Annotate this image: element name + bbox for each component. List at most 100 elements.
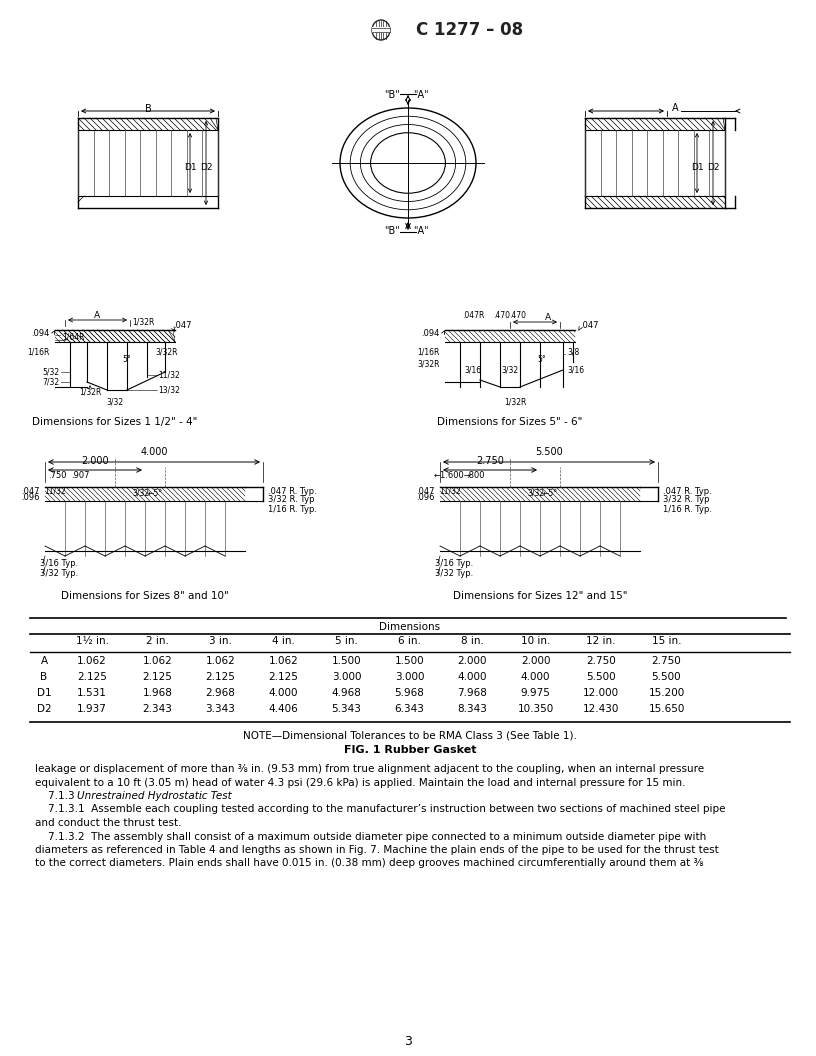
Text: 5°: 5° (538, 356, 547, 364)
Text: 3.000: 3.000 (395, 672, 424, 682)
Text: A: A (41, 656, 47, 666)
Text: 2.343: 2.343 (143, 704, 172, 714)
Text: 15.650: 15.650 (649, 704, 685, 714)
Text: 4.000: 4.000 (521, 672, 550, 682)
Text: 11/32: 11/32 (439, 487, 461, 495)
Text: 5.500: 5.500 (652, 672, 681, 682)
Text: 2.750: 2.750 (652, 656, 681, 666)
Text: .907: .907 (71, 471, 89, 480)
Text: D2: D2 (707, 164, 719, 172)
Text: 1/16 R. Typ.: 1/16 R. Typ. (663, 505, 712, 513)
Text: 1/16R: 1/16R (28, 347, 50, 357)
Text: 5.343: 5.343 (331, 704, 361, 714)
Text: 3/32 R. Typ: 3/32 R. Typ (663, 494, 709, 504)
Text: D1: D1 (690, 164, 703, 172)
Text: A: A (545, 314, 551, 322)
Text: and conduct the thrust test.: and conduct the thrust test. (35, 818, 181, 828)
Text: ←1.600→: ←1.600→ (433, 471, 471, 480)
Text: 3/32 Typ.: 3/32 Typ. (40, 569, 78, 579)
Text: 1/16R: 1/16R (418, 347, 440, 357)
Text: "B": "B" (384, 90, 400, 100)
Text: D1: D1 (184, 164, 197, 172)
Text: 4 in.: 4 in. (272, 636, 295, 646)
Text: 1.062: 1.062 (206, 656, 235, 666)
Text: 1½ in.: 1½ in. (76, 636, 109, 646)
Text: 1/32R: 1/32R (503, 397, 526, 407)
Text: Dimensions for Sizes 1 1/2" - 4": Dimensions for Sizes 1 1/2" - 4" (33, 417, 197, 427)
Text: 7.968: 7.968 (458, 689, 487, 698)
Text: 2.968: 2.968 (206, 689, 236, 698)
Text: 3/32: 3/32 (106, 397, 123, 407)
Text: 1.531: 1.531 (77, 689, 107, 698)
Text: ←5°: ←5° (148, 489, 162, 497)
Text: 1.062: 1.062 (78, 656, 107, 666)
Text: 6 in.: 6 in. (398, 636, 421, 646)
Text: .047 R. Typ.: .047 R. Typ. (268, 487, 317, 495)
Text: Dimensions: Dimensions (379, 622, 441, 631)
Text: 4.968: 4.968 (331, 689, 361, 698)
Text: B: B (144, 103, 152, 114)
Text: D2: D2 (200, 164, 212, 172)
Text: 3/16 Typ.: 3/16 Typ. (40, 559, 78, 567)
Text: FIG. 1 Rubber Gasket: FIG. 1 Rubber Gasket (344, 744, 477, 755)
Text: 1/32R: 1/32R (79, 388, 101, 396)
Text: .094: .094 (32, 329, 50, 339)
Text: 1/32R: 1/32R (132, 318, 154, 326)
Text: 4.000: 4.000 (140, 447, 168, 457)
Text: 3/32: 3/32 (527, 489, 544, 497)
Text: Unrestrained Hydrostatic Test: Unrestrained Hydrostatic Test (77, 791, 232, 802)
Text: .096: .096 (21, 493, 40, 503)
Text: 2.125: 2.125 (206, 672, 236, 682)
Text: 8.343: 8.343 (458, 704, 487, 714)
Text: Dimensions for Sizes 12" and 15": Dimensions for Sizes 12" and 15" (453, 591, 628, 601)
Text: .047 R. Typ.: .047 R. Typ. (663, 487, 712, 495)
Text: 1.968: 1.968 (143, 689, 172, 698)
Text: 3/16 Typ.: 3/16 Typ. (435, 559, 473, 567)
Text: 15 in.: 15 in. (652, 636, 681, 646)
Text: 1/16 R. Typ.: 1/16 R. Typ. (268, 505, 317, 513)
Text: diameters as referenced in Table 4 and lengths as shown in Fig. 7. Machine the p: diameters as referenced in Table 4 and l… (35, 845, 719, 855)
Text: D1: D1 (37, 689, 51, 698)
Text: 2.750: 2.750 (476, 456, 504, 466)
Text: .047: .047 (173, 321, 192, 329)
Text: 5/32: 5/32 (42, 367, 59, 377)
Text: NOTE—Dimensional Tolerances to be RMA Class 3 (See Table 1).: NOTE—Dimensional Tolerances to be RMA Cl… (243, 730, 577, 740)
Text: 3/32 Typ.: 3/32 Typ. (435, 569, 473, 579)
Text: D2: D2 (37, 704, 51, 714)
FancyBboxPatch shape (372, 27, 390, 33)
Text: 3/32 R. Typ: 3/32 R. Typ (268, 494, 314, 504)
Text: 3.343: 3.343 (206, 704, 236, 714)
Text: leakage or displacement of more than ⅜ in. (9.53 mm) from true alignment adjacen: leakage or displacement of more than ⅜ i… (35, 763, 704, 774)
Text: .750: .750 (48, 471, 66, 480)
Text: 2.000: 2.000 (458, 656, 487, 666)
Text: "B": "B" (384, 226, 400, 235)
Text: 10.350: 10.350 (517, 704, 553, 714)
Text: 2.125: 2.125 (143, 672, 172, 682)
Text: 3/16: 3/16 (567, 365, 584, 375)
Text: 13/32: 13/32 (158, 385, 180, 395)
Text: 4.406: 4.406 (268, 704, 299, 714)
Text: B: B (41, 672, 47, 682)
Text: 3: 3 (404, 1035, 412, 1048)
Text: :: : (199, 791, 202, 802)
Text: 2.125: 2.125 (268, 672, 299, 682)
Text: 7.1.3.1  Assemble each coupling tested according to the manufacturer’s instructi: 7.1.3.1 Assemble each coupling tested ac… (35, 805, 725, 814)
Text: "A": "A" (413, 226, 428, 235)
Text: equivalent to a 10 ft (3.05 m) head of water 4.3 psi (29.6 kPa) is applied. Main: equivalent to a 10 ft (3.05 m) head of w… (35, 777, 685, 788)
Text: 5.968: 5.968 (395, 689, 424, 698)
Text: 3/32R: 3/32R (418, 359, 440, 369)
Text: 2.000: 2.000 (521, 656, 550, 666)
Text: 3/32R: 3/32R (155, 347, 178, 357)
Text: Dimensions for Sizes 8" and 10": Dimensions for Sizes 8" and 10" (61, 591, 228, 601)
Text: 7.1.3.2  The assembly shall consist of a maximum outside diameter pipe connected: 7.1.3.2 The assembly shall consist of a … (35, 831, 707, 842)
Text: 3.000: 3.000 (332, 672, 361, 682)
Text: 12 in.: 12 in. (586, 636, 616, 646)
Text: 1.062: 1.062 (268, 656, 299, 666)
Text: 15.200: 15.200 (649, 689, 685, 698)
Text: 11/32: 11/32 (158, 371, 180, 379)
Text: 12.430: 12.430 (583, 704, 619, 714)
Text: Dimensions for Sizes 5" - 6": Dimensions for Sizes 5" - 6" (437, 417, 583, 427)
Text: to the correct diameters. Plain ends shall have 0.015 in. (0.38 mm) deep grooves: to the correct diameters. Plain ends sha… (35, 859, 703, 868)
Text: .047: .047 (580, 321, 598, 329)
Text: 3 in.: 3 in. (209, 636, 232, 646)
